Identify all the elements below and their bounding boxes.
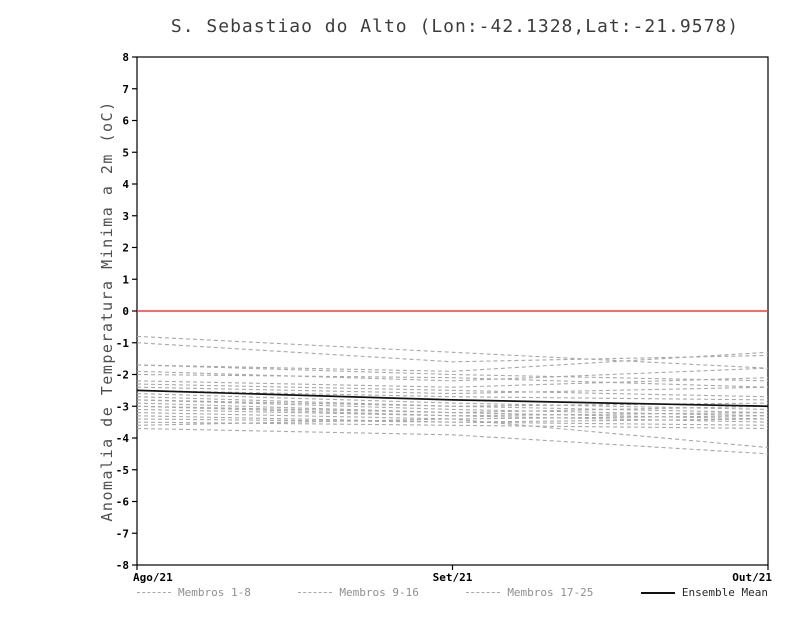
y-tick-label: -6 — [116, 496, 130, 509]
ensemble-mean-line — [136, 389, 769, 408]
y-tick-label: -8 — [116, 559, 129, 572]
member-line — [136, 427, 769, 455]
y-tick-label: 5 — [122, 146, 129, 159]
member-line — [136, 335, 769, 369]
member-line — [136, 405, 769, 420]
chart-title: S. Sebastiao do Alto (Lon:-42.1328,Lat:-… — [170, 16, 740, 37]
y-tick-label: 3 — [122, 210, 129, 223]
y-tick-label: 2 — [122, 242, 129, 255]
x-tick-label: Ago/21 — [133, 571, 173, 584]
y-tick-label: -2 — [116, 369, 129, 382]
legend-item-membros-9-16: Membros 9-16 — [298, 586, 419, 599]
y-tick-label: 0 — [122, 305, 129, 318]
legend-label: Membros 9-16 — [339, 586, 419, 599]
dashed-line-sample-icon — [298, 592, 333, 593]
y-tick-label: 7 — [122, 83, 129, 96]
legend-label: Membros 17-25 — [507, 586, 594, 599]
y-tick-label: -3 — [116, 400, 129, 413]
y-tick-label: 4 — [122, 178, 129, 191]
member-line — [136, 418, 769, 449]
legend-label: Membros 1-8 — [178, 586, 251, 599]
legend-item-membros-1-8: Membros 1-8 — [137, 586, 251, 599]
y-tick-label: -1 — [116, 337, 130, 350]
y-tick-label: 6 — [122, 115, 129, 128]
member-line — [136, 418, 769, 423]
legend-item-ensemble-mean: Ensemble Mean — [640, 586, 768, 599]
dashed-line-sample-icon — [137, 592, 171, 593]
member-line — [136, 386, 769, 395]
member-line — [136, 383, 769, 398]
member-line — [136, 377, 769, 388]
member-line — [136, 389, 769, 401]
y-tick-label: -4 — [116, 432, 130, 445]
x-tick-label: Out/21 — [732, 571, 772, 584]
y-tick-label: -7 — [116, 527, 129, 540]
member-line — [136, 367, 769, 382]
legend-item-membros-17-25: Membros 17-25 — [466, 586, 593, 599]
legend: Membros 1-8 Membros 9-16 Membros 17-25 E… — [137, 586, 768, 599]
member-line — [136, 399, 769, 414]
member-line — [136, 351, 769, 372]
solid-line-sample-icon — [640, 591, 675, 594]
y-tick-label: 8 — [122, 51, 129, 64]
member-line — [136, 373, 769, 388]
legend-label: Ensemble Mean — [681, 586, 768, 599]
dashed-line-sample-icon — [466, 592, 501, 593]
member-line — [136, 393, 769, 410]
member-line — [136, 342, 769, 363]
member-line — [136, 364, 769, 382]
x-tick-label: Set/21 — [433, 571, 473, 584]
y-tick-label: -5 — [116, 464, 129, 477]
y-tick-label: 1 — [122, 273, 129, 286]
